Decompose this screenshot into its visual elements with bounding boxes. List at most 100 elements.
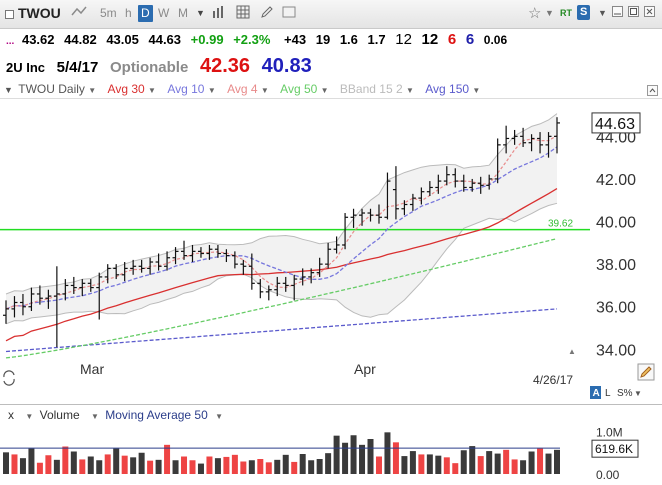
price-axis-label: 36.00 [596,300,636,317]
indicator-symbol[interactable]: TWOU Daily [18,82,85,96]
price-bar [3,300,9,324]
avg50-line [5,237,558,359]
volume-bar [248,460,255,474]
indicator-bband[interactable]: BBand 15 2 [339,82,403,96]
interval-m[interactable]: M [178,6,188,20]
avg4-dropdown-icon[interactable]: ▼ [260,86,269,95]
volume-close-icon[interactable]: x [8,408,14,422]
price-bar [172,247,179,265]
price-bar [87,279,94,292]
indicator-avg150[interactable]: Avg 150 [425,82,470,96]
price-bar [62,279,69,301]
quote-close: 44.63 [148,32,182,47]
scroll-up-icon[interactable]: ▲ [568,347,576,356]
volume-bar [231,454,238,474]
quote-v8: 6 [465,31,475,48]
price-bar [308,268,315,284]
interval-d[interactable]: D [138,5,153,22]
scale-a-badge[interactable]: A [590,386,601,399]
volume-bar [240,461,247,474]
indicator-avg10[interactable]: Avg 10 [167,82,205,96]
indicator-avg50[interactable]: Avg 50 [280,82,318,96]
avg30-dropdown-icon[interactable]: ▼ [148,86,156,95]
symbol-selector[interactable]: TWOU [2,3,64,23]
star-icon[interactable]: ☆ [528,5,542,22]
s-badge[interactable]: S [577,5,591,20]
symbol-checkbox[interactable] [5,9,14,19]
avg10-dropdown-icon[interactable]: ▼ [207,86,216,95]
volume-bar [528,451,535,474]
bband-dropdown-icon[interactable]: ▼ [405,86,414,95]
indicator-avg30[interactable]: Avg 30 [107,82,145,96]
volume-bar [214,458,221,474]
info-line: 2U Inc 5/4/17 Optionable 42.36 40.83 [0,54,662,78]
chart-toolbar: TWOU 5m h D W M ▼ ☆ ▼ RT S ▼ [0,0,662,29]
moving-average-label[interactable]: Moving Average 50 [105,408,208,422]
volume-bar [409,451,416,474]
interval-w[interactable]: W [158,6,170,20]
price-bar [477,176,484,194]
s-dropdown-icon[interactable]: ▼ [598,8,607,18]
pencil-icon[interactable] [260,5,274,22]
price-bar [257,279,264,299]
drawing-tool-icon[interactable] [70,5,88,22]
price-bar [53,266,60,348]
price-bar [240,259,247,275]
grid-icon[interactable] [236,5,250,22]
symbol-label: TWOU [18,5,61,21]
volume-chart[interactable]: 1.0M 619.6K 0.00 [0,424,662,485]
quote-v6: 12 [421,31,439,48]
avg150-dropdown-icon[interactable]: ▼ [472,86,481,95]
price-bar [392,166,399,220]
volume-dropdown-icon[interactable]: ▼ [25,412,34,421]
star-dropdown-icon[interactable]: ▼ [545,8,554,18]
price-bar [511,129,518,145]
interval-5m[interactable]: 5m [100,6,117,20]
scale-pct-label[interactable]: S% [617,388,633,399]
collapse-up-icon[interactable] [647,83,658,101]
chart-type-icon[interactable] [212,5,226,22]
volume-bar [375,456,382,474]
ma-settings-dropdown-icon[interactable]: ▼ [215,412,224,421]
volume-bar [392,442,399,474]
price-chart[interactable]: 39.62 44.00 42.00 40.00 38.00 36.00 34.00 44.… [0,98,662,404]
volume-bars [3,432,560,474]
price-bar [45,289,52,309]
interval-dropdown-icon[interactable]: ▼ [196,8,205,18]
price-bar [11,296,18,318]
quote-change-pct: +2.3% [233,32,271,47]
pencil-edit-icon[interactable] [637,363,655,381]
refresh-icon[interactable] [3,370,15,386]
volume-bar [11,454,18,474]
price-bar [359,208,366,226]
maximize-icon[interactable] [628,5,639,22]
chart-toggle-icon[interactable]: ▼ [4,85,13,95]
volume-bar [545,453,552,474]
volume-bar [520,460,527,474]
volume-bar [333,435,340,474]
volume-label[interactable]: Volume [39,408,80,422]
avg50-dropdown-icon[interactable]: ▼ [320,86,329,95]
quote-last: 43.62 [21,32,55,47]
volume-bar [87,456,94,474]
price-bar [138,259,145,273]
price-bar [181,240,188,260]
minimize-icon[interactable] [612,5,623,22]
price-bar [469,178,476,192]
volume-bar [62,446,69,474]
close-icon[interactable] [644,5,655,22]
indicator-avg4[interactable]: Avg 4 [227,82,258,96]
volume-bar [325,453,332,474]
volume-bar [367,439,374,474]
scale-dropdown-icon[interactable]: ▼ [634,389,642,398]
price-bar [325,242,332,269]
interval-h[interactable]: h [125,6,132,20]
note-icon[interactable] [282,5,296,22]
price-bar [384,172,391,220]
price-bar [426,181,433,196]
volume-header: x ▼ Volume ▼ Moving Average 50 ▼ [0,404,662,425]
ma-dropdown-icon[interactable]: ▼ [90,412,99,421]
scale-l-label[interactable]: L [605,388,611,399]
indicator-symbol-dropdown-icon[interactable]: ▼ [88,86,97,95]
volume-bar [147,460,154,474]
